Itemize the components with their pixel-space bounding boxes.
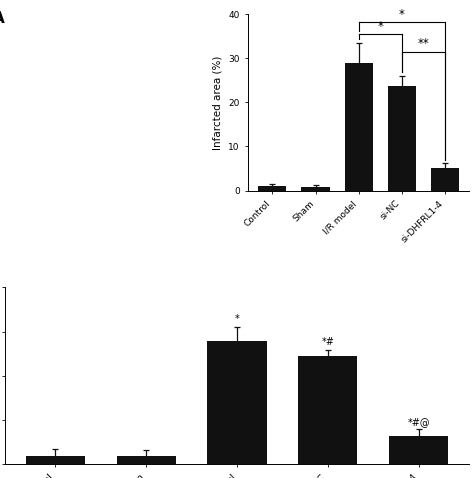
- Bar: [389, 436, 448, 464]
- Bar: [345, 63, 373, 191]
- Bar: [301, 186, 329, 191]
- Bar: [298, 356, 357, 464]
- Bar: [258, 186, 286, 191]
- Text: *: *: [399, 8, 405, 21]
- Text: *#@: *#@: [407, 417, 430, 427]
- Text: *: *: [235, 315, 239, 325]
- Y-axis label: Infarcted area (%): Infarcted area (%): [213, 55, 223, 150]
- Bar: [208, 341, 266, 464]
- Bar: [26, 456, 85, 464]
- Text: A: A: [0, 11, 5, 26]
- Bar: [388, 86, 416, 191]
- Bar: [117, 456, 176, 464]
- Text: *: *: [377, 20, 383, 33]
- Text: **: **: [418, 37, 429, 51]
- Bar: [431, 168, 459, 191]
- Text: *#: *#: [321, 337, 334, 348]
